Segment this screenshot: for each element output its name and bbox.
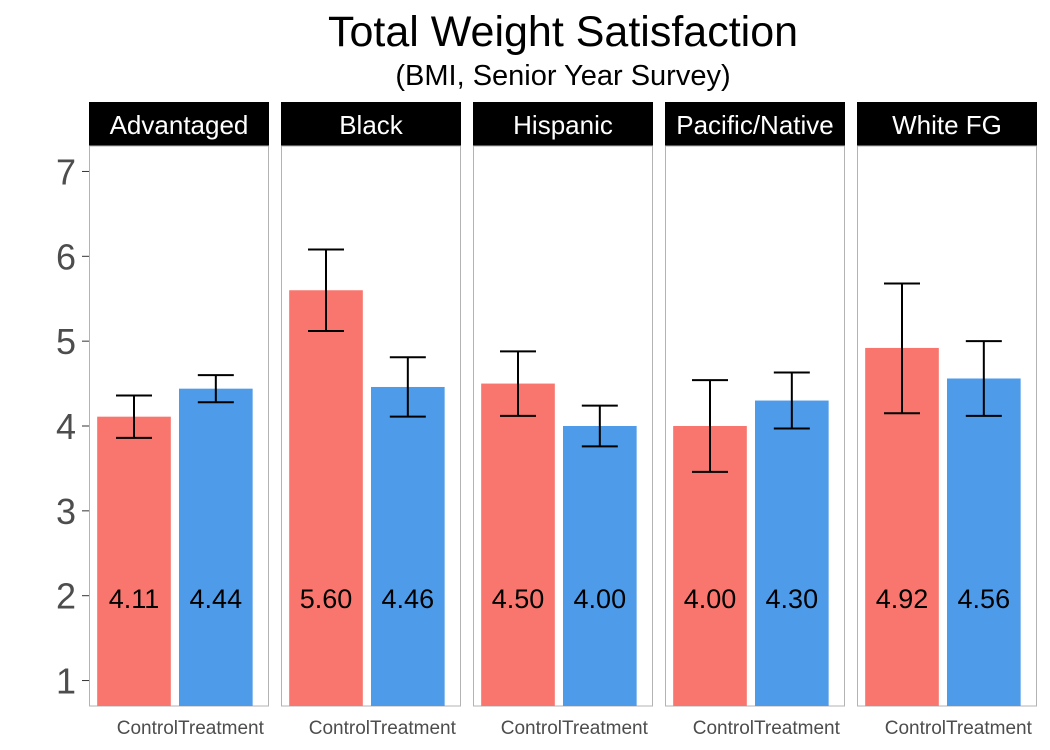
- y-axis: 1 2 3 4 5 6 7: [56, 151, 89, 702]
- y-tick-label: 5: [56, 321, 76, 362]
- y-tick-label: 3: [56, 491, 76, 532]
- data-label: 4.00: [684, 584, 737, 614]
- facet-strip-label: Advantaged: [110, 110, 249, 140]
- bar: [755, 400, 829, 706]
- facet-strip-label: White FG: [892, 110, 1002, 140]
- x-tick-label: Treatment: [562, 718, 649, 739]
- x-tick-label: Treatment: [754, 718, 841, 739]
- facet-strip: [473, 102, 653, 146]
- facet-panel: Pacific/Native 4.00 Control 4.30 Treatment: [665, 102, 845, 739]
- y-tick-label: 7: [56, 151, 76, 192]
- x-tick-label: Treatment: [370, 718, 457, 739]
- x-tick-label: Control: [885, 718, 946, 739]
- facet-strip-label: Hispanic: [513, 110, 613, 140]
- x-tick-label: Control: [117, 718, 178, 739]
- x-tick-label: Treatment: [946, 718, 1033, 739]
- data-label: 4.44: [190, 584, 243, 614]
- facet-panel: White FG 4.92 Control 4.56 Treatment: [857, 102, 1037, 739]
- facet-strip: [89, 102, 269, 146]
- data-label: 4.11: [109, 584, 160, 614]
- bar: [97, 416, 171, 706]
- data-label: 4.50: [492, 584, 545, 614]
- x-tick-label: Treatment: [178, 718, 265, 739]
- data-label: 4.92: [876, 584, 929, 614]
- data-label: 4.46: [382, 584, 435, 614]
- data-label: 4.00: [574, 584, 627, 614]
- facet-panel: Black 5.60 Control 4.46 Treatment: [281, 102, 461, 739]
- x-tick-label: Control: [693, 718, 754, 739]
- facet-panels: Advantaged 4.11 Control 4.44 Treatment Black 5…: [89, 102, 1037, 739]
- data-label: 5.60: [300, 584, 353, 614]
- facet-strip-label: Pacific/Native: [676, 110, 834, 140]
- data-label: 4.30: [766, 584, 819, 614]
- y-tick-label: 2: [56, 576, 76, 617]
- bar: [289, 290, 363, 706]
- facet-panel: Advantaged 4.11 Control 4.44 Treatment: [89, 102, 269, 739]
- facet-strip: [281, 102, 461, 146]
- bar: [947, 378, 1021, 706]
- data-label: 4.56: [958, 584, 1011, 614]
- y-tick-label: 4: [56, 406, 76, 447]
- bar: [371, 386, 445, 706]
- facet-panel: Hispanic 4.50 Control 4.00 Treatment: [473, 102, 653, 739]
- bar: [179, 388, 253, 706]
- bar: [481, 383, 555, 706]
- bar: [563, 426, 637, 706]
- y-tick-label: 1: [56, 661, 76, 702]
- x-tick-label: Control: [309, 718, 370, 739]
- facet-strip-label: Black: [339, 110, 404, 140]
- chart-title: Total Weight Satisfaction: [328, 8, 798, 56]
- chart-subtitle: (BMI, Senior Year Survey): [395, 60, 730, 92]
- y-tick-label: 6: [56, 236, 76, 277]
- facet-strip: [857, 102, 1037, 146]
- facet-strip: [665, 102, 845, 146]
- x-tick-label: Control: [501, 718, 562, 739]
